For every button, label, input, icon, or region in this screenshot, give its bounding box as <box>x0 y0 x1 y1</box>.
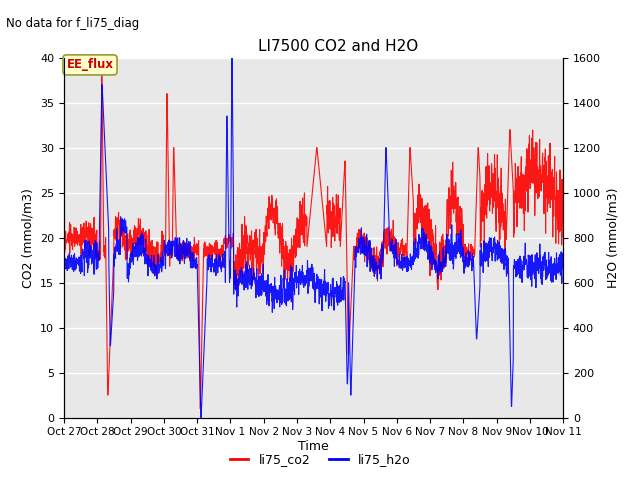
Y-axis label: CO2 (mmol/m3): CO2 (mmol/m3) <box>22 188 35 288</box>
Y-axis label: H2O (mmol/m3): H2O (mmol/m3) <box>607 187 620 288</box>
Text: EE_flux: EE_flux <box>67 59 113 72</box>
Text: No data for f_li75_diag: No data for f_li75_diag <box>6 17 140 30</box>
X-axis label: Time: Time <box>298 440 329 453</box>
Legend: li75_co2, li75_h2o: li75_co2, li75_h2o <box>225 448 415 471</box>
Title: LI7500 CO2 and H2O: LI7500 CO2 and H2O <box>259 39 419 54</box>
